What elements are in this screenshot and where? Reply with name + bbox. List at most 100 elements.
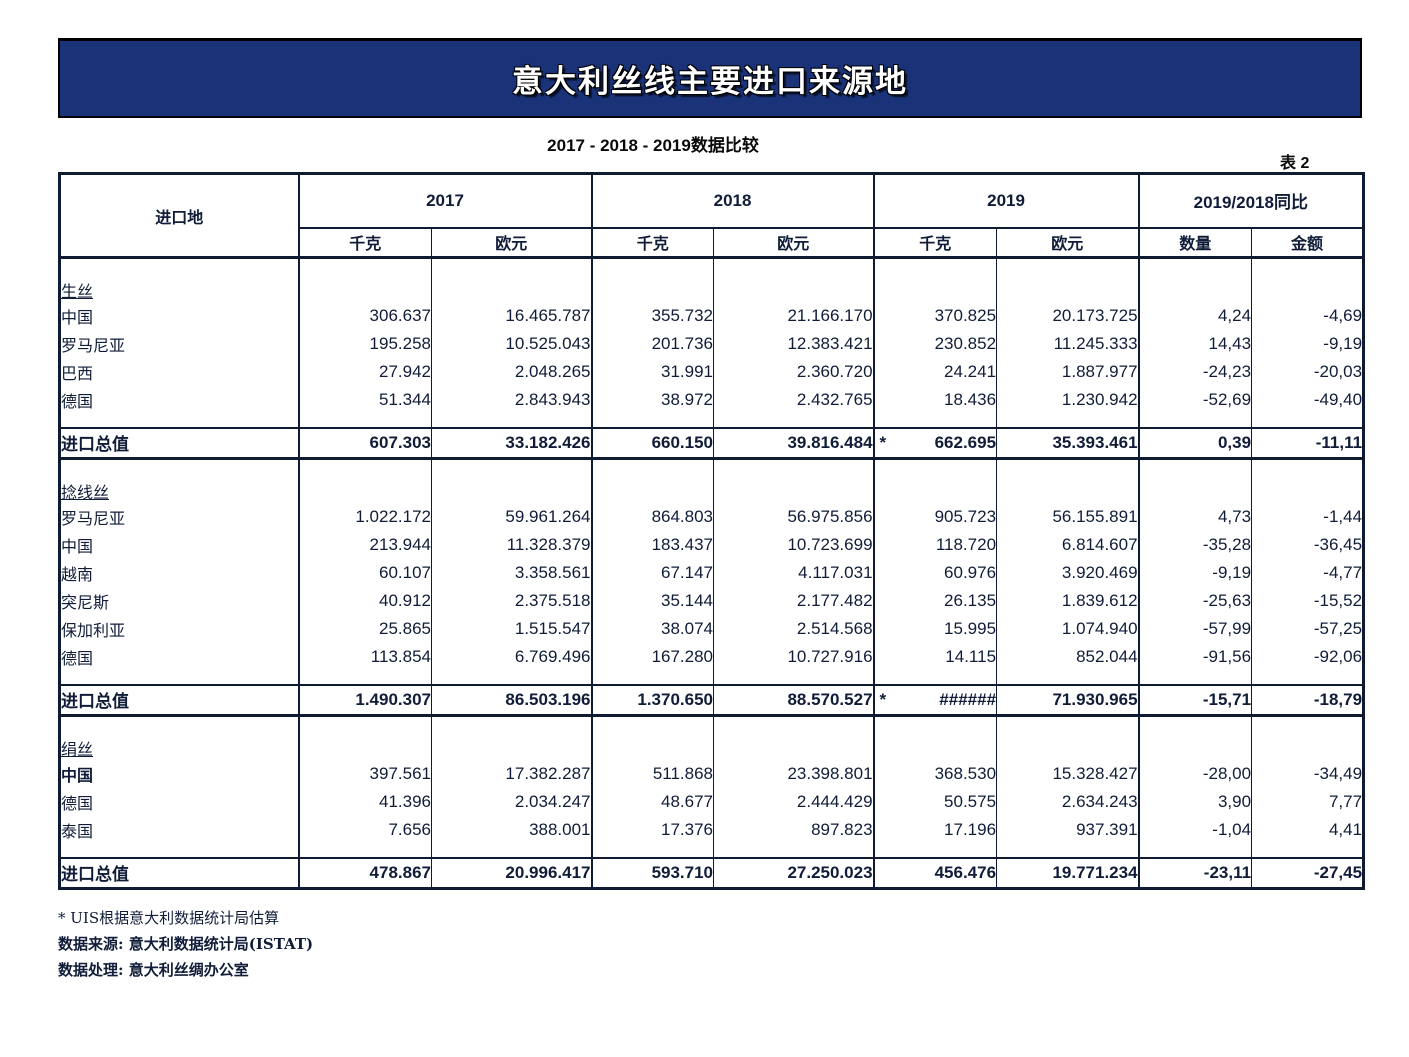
total-value-cell: -15,71 <box>1137 683 1252 717</box>
value-cell: 3,90 <box>1137 787 1252 816</box>
table-row: 德国 113.854 6.769.496 167.280 10.727.916 14.11… <box>60 642 1364 671</box>
empty-cell <box>297 670 432 685</box>
empty-cell <box>1251 670 1364 685</box>
country-label: 德国 <box>61 650 94 668</box>
value-cell: -1,44 <box>1251 502 1364 531</box>
value-cell: 41.396 <box>297 787 432 816</box>
total-value-cell: * 662.695 <box>872 426 997 460</box>
empty-cell <box>996 458 1139 503</box>
total-value-cell: 1.490.307 <box>297 683 432 717</box>
value-cell: 1.839.612 <box>996 586 1139 615</box>
table-row: 中国 306.637 16.465.787 355.732 21.166.170 370.… <box>60 301 1364 330</box>
empty-cell <box>430 843 592 858</box>
estimate-asterisk: * <box>879 432 887 452</box>
country-label: 保加利亚 <box>61 622 126 640</box>
value-cell: 2.034.247 <box>430 787 592 816</box>
value-cell: 2.177.482 <box>713 586 874 615</box>
country-label: 中国 <box>61 309 94 327</box>
section-label: 绢丝 <box>61 741 94 759</box>
total-value-cell: -18,79 <box>1251 683 1364 717</box>
table-row: 保加利亚 25.865 1.515.547 38.074 2.514.568 15.995… <box>60 614 1364 643</box>
value-cell: -34,49 <box>1251 759 1364 788</box>
total-value-cell: 607.303 <box>297 426 432 460</box>
total-value-cell: 86.503.196 <box>430 683 592 717</box>
value-cell: -15,52 <box>1251 586 1364 615</box>
table-row: 罗马尼亚 195.258 10.525.043 201.736 12.383.421 23… <box>60 329 1364 358</box>
empty-cell <box>872 257 997 302</box>
value-cell: 38.972 <box>590 385 714 414</box>
empty-cell <box>297 843 432 858</box>
empty-cell <box>713 670 874 685</box>
empty-cell <box>1137 670 1252 685</box>
page-title: 意大利丝线主要进口来源地 <box>512 64 908 99</box>
value-cell: 368.530 <box>872 759 997 788</box>
col-header-eur-2019: 欧元 <box>996 227 1139 259</box>
footnote-source: 数据来源: 意大利数据统计局(ISTAT) <box>58 935 314 953</box>
value-cell: 6.814.607 <box>996 530 1139 559</box>
value-cell: 17.382.287 <box>430 759 592 788</box>
value-cell: 60.976 <box>872 558 997 587</box>
value-cell: 59.961.264 <box>430 502 592 531</box>
section-label-row: 捻线丝 <box>60 458 1364 503</box>
country-label: 中国 <box>61 767 94 785</box>
value-cell: 2.514.568 <box>713 614 874 643</box>
value-cell: -36,45 <box>1251 530 1364 559</box>
spacer-row <box>60 843 1364 858</box>
total-value-cell: -23,11 <box>1137 856 1252 890</box>
empty-cell <box>297 257 432 302</box>
value-cell: 10.727.916 <box>713 642 874 671</box>
col-header-year-2018: 2018 <box>590 173 874 229</box>
empty-cell <box>430 715 592 760</box>
total-value-cell: -11,11 <box>1251 426 1364 460</box>
value-cell: -91,56 <box>1137 642 1252 671</box>
value-cell: -49,40 <box>1251 385 1364 414</box>
footnote-processing: 数据处理: 意大利丝绸办公室 <box>58 961 249 979</box>
country-label: 罗马尼亚 <box>61 510 126 528</box>
country-label: 中国 <box>61 538 94 556</box>
empty-cell <box>590 413 714 428</box>
country-label: 德国 <box>61 393 94 411</box>
value-cell: 27.942 <box>297 357 432 386</box>
empty-cell <box>430 257 592 302</box>
section-label: 捻线丝 <box>61 484 110 502</box>
value-cell: 195.258 <box>297 329 432 358</box>
value-cell: 2.843.943 <box>430 385 592 414</box>
value-cell: 113.854 <box>297 642 432 671</box>
empty-cell <box>297 715 432 760</box>
value-cell: 201.736 <box>590 329 714 358</box>
total-value-cell: 593.710 <box>590 856 714 890</box>
value-cell: 25.865 <box>297 614 432 643</box>
value-cell: 2.634.243 <box>996 787 1139 816</box>
empty-cell <box>430 670 592 685</box>
col-header-kg-2019: 千克 <box>872 227 997 259</box>
col-header-kg-2018: 千克 <box>590 227 714 259</box>
value-cell: -20,03 <box>1251 357 1364 386</box>
value-cell: 397.561 <box>297 759 432 788</box>
value-cell: 388.001 <box>430 815 592 844</box>
value-cell: 118.720 <box>872 530 997 559</box>
value-cell: -92,06 <box>1251 642 1364 671</box>
empty-cell <box>1137 843 1252 858</box>
empty-cell <box>996 670 1139 685</box>
value-cell: 7,77 <box>1251 787 1364 816</box>
total-label: 进口总值 <box>59 683 299 717</box>
title-banner: 意大利丝线主要进口来源地 <box>58 38 1362 118</box>
value-cell: 897.823 <box>713 815 874 844</box>
country-label: 泰国 <box>61 823 94 841</box>
footnotes: * UIS根据意大利数据统计局估算 数据来源: 意大利数据统计局(ISTAT) … <box>58 905 758 983</box>
value-cell: 51.344 <box>297 385 432 414</box>
table-row: 泰国 7.656 388.001 17.376 897.823 17.196 937.391… <box>60 815 1364 844</box>
value-cell: -28,00 <box>1137 759 1252 788</box>
spacer-row <box>60 670 1364 685</box>
table-row: 中国 397.561 17.382.287 511.868 23.398.801 368.… <box>60 759 1364 788</box>
empty-cell <box>996 413 1139 428</box>
total-value-cell: * ###### <box>872 683 997 717</box>
value-cell: -35,28 <box>1137 530 1252 559</box>
section-total-row: 进口总值 607.303 33.182.426 660.150 39.816.484 * 6… <box>59 426 1364 460</box>
value-cell: 511.868 <box>590 759 714 788</box>
empty-cell <box>713 257 874 302</box>
value-cell: 14,43 <box>1137 329 1252 358</box>
value-cell: 167.280 <box>590 642 714 671</box>
table-number-label: 表 2 <box>1280 155 1310 172</box>
